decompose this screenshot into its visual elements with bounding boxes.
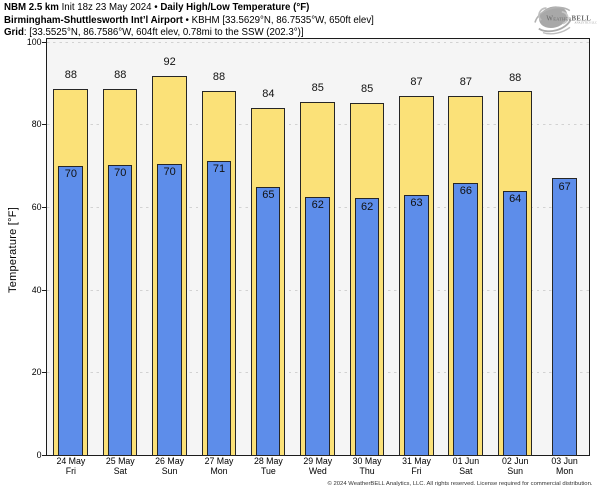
svg-text:WEATHERBELL: WEATHERBELL	[546, 15, 591, 23]
svg-text:ANALYTICS LLC: ANALYTICS LLC	[575, 21, 598, 24]
